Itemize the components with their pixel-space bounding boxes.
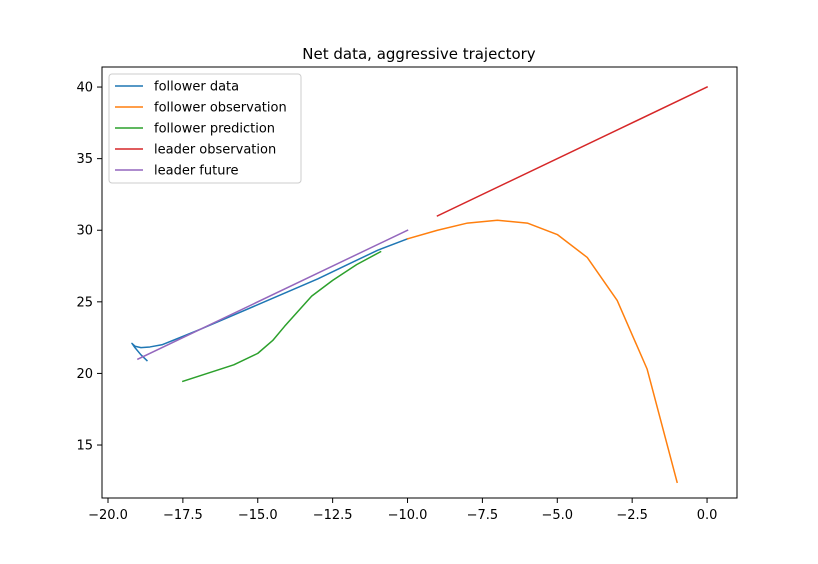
series-line-follower-prediction <box>181 250 382 383</box>
x-tick-label: −2.5 <box>616 508 648 523</box>
legend: follower data follower observation followe… <box>108 73 302 184</box>
legend-box <box>108 73 302 184</box>
x-axis: −20.0 −17.5 −15.0 −12.5 −10.0 −7.5 −5.0 −2.5 0.0 <box>88 498 717 523</box>
series-line-follower-data <box>131 237 409 362</box>
legend-label: follower data <box>154 80 239 95</box>
series-line-leader-observation <box>436 86 709 217</box>
legend-entries: follower data follower observation followe… <box>115 80 287 179</box>
legend-label: follower observation <box>154 101 287 116</box>
series-line-follower-observation <box>406 219 679 484</box>
x-tick-label: −12.5 <box>313 508 353 523</box>
x-tick-label: −17.5 <box>163 508 203 523</box>
y-axis: 15 20 25 30 35 40 <box>76 81 102 454</box>
y-tick-label: 25 <box>76 295 93 310</box>
x-tick-label: −10.0 <box>388 508 428 523</box>
x-tick-label: −20.0 <box>88 508 128 523</box>
series-layer <box>131 86 709 484</box>
y-tick-label: 40 <box>76 81 93 96</box>
chart-title: Net data, aggressive trajectory <box>302 45 536 63</box>
y-tick-label: 15 <box>76 439 93 454</box>
series-line-leader-future <box>136 229 409 361</box>
plot-frame <box>101 66 738 499</box>
x-tick-label: 0.0 <box>697 508 718 523</box>
legend-label: leader observation <box>154 143 276 158</box>
y-tick-label: 20 <box>76 367 93 382</box>
x-tick-label: −7.5 <box>467 508 499 523</box>
y-tick-label: 30 <box>76 224 93 239</box>
y-tick-label: 35 <box>76 152 93 167</box>
legend-label: leader future <box>154 164 239 179</box>
x-tick-label: −15.0 <box>238 508 278 523</box>
x-tick-label: −5.0 <box>541 508 573 523</box>
legend-label: follower prediction <box>154 122 275 137</box>
